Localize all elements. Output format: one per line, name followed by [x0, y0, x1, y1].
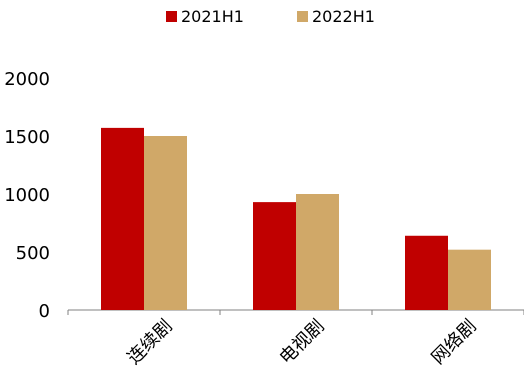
bar-series-group	[101, 127, 491, 310]
x-axis: 连续剧 电视剧 网络剧	[67, 309, 524, 369]
y-tick-label: 1000	[4, 185, 50, 206]
bar-2022H1-网络剧	[448, 249, 491, 310]
y-tick-label: 2000	[4, 69, 50, 90]
legend-label-2022H1: 2022H1	[312, 7, 375, 26]
bar-2022H1-电视剧	[296, 194, 339, 310]
legend-label-2021H1: 2021H1	[181, 7, 244, 26]
bar-2021H1-电视剧	[253, 202, 296, 310]
x-category-label: 电视剧	[276, 316, 329, 369]
legend-swatch-2021H1	[166, 11, 177, 22]
x-category-label: 连续剧	[124, 316, 177, 369]
x-category-label: 网络剧	[428, 316, 481, 369]
bar-2021H1-连续剧	[101, 127, 144, 310]
y-tick-label: 1500	[4, 127, 50, 148]
chart-legend: 2021H1 2022H1	[166, 7, 375, 26]
y-tick-label: 500	[16, 243, 50, 264]
y-tick-label: 0	[39, 301, 50, 322]
bar-2021H1-网络剧	[405, 235, 448, 310]
legend-swatch-2022H1	[297, 11, 308, 22]
bar-2022H1-连续剧	[144, 136, 187, 310]
y-axis: 0 500 1000 1500 2000	[4, 69, 50, 322]
